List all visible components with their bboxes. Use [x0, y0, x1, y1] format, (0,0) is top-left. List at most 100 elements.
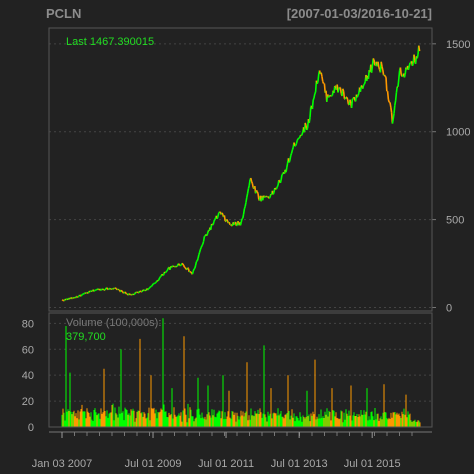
price-segment [117, 288, 120, 291]
price-segment [263, 196, 266, 199]
price-segment [111, 287, 114, 290]
price-segment [382, 69, 385, 76]
price-segment [373, 59, 376, 66]
price-segment [416, 54, 419, 59]
price-segment [301, 131, 304, 136]
price-segment [309, 106, 312, 118]
price-segment [216, 215, 219, 220]
price-segment [196, 258, 199, 262]
price-segment [198, 249, 202, 253]
price-segment [344, 96, 347, 100]
price-panel-frame [48, 27, 433, 312]
price-segment [290, 149, 294, 154]
price-segment [242, 213, 245, 219]
price-segment [300, 134, 303, 137]
price-segment [342, 91, 346, 99]
price-segment [193, 267, 196, 270]
volume-y-tick-label: 80 [22, 318, 34, 330]
price-segment [290, 152, 293, 156]
price-segment [339, 87, 342, 94]
price-segment [386, 91, 390, 100]
price-gridlines [49, 43, 432, 308]
price-segment [408, 62, 411, 67]
price-segment [183, 266, 186, 269]
price-segment [125, 292, 128, 295]
price-segment [77, 295, 80, 298]
price-segment [131, 293, 134, 296]
price-segment [329, 94, 332, 97]
price-segment [124, 291, 127, 294]
price-segment [338, 87, 341, 90]
price-segment [197, 254, 200, 259]
price-segment [399, 67, 402, 75]
price-segment [138, 290, 141, 294]
price-segment [281, 173, 284, 176]
price-segment [155, 280, 158, 283]
price-segment [147, 287, 150, 290]
price-segment [221, 212, 224, 215]
price-segment [390, 106, 393, 113]
price-segment [104, 287, 107, 291]
price-segment [392, 113, 395, 120]
price-segment [394, 92, 398, 101]
volume-y-axis: 0 20 40 60 80 [22, 318, 34, 434]
price-segment [235, 224, 238, 227]
price-segment [286, 162, 289, 168]
price-segment [201, 243, 204, 247]
price-segment [100, 288, 103, 291]
price-segment [99, 289, 102, 292]
x-tick-label: Jul 01 2009 [125, 458, 182, 470]
price-segment [155, 281, 157, 284]
price-segment [73, 296, 76, 299]
price-segment [175, 265, 177, 268]
price-segment [190, 271, 193, 274]
price-segment [228, 221, 231, 226]
price-segment [246, 193, 249, 198]
price-segment [288, 159, 291, 163]
price-segment [306, 127, 309, 131]
price-segment [109, 287, 112, 290]
price-segment [187, 267, 189, 270]
price-y-tick-label: 1000 [446, 127, 470, 139]
price-segment [206, 233, 209, 236]
price-segment [245, 197, 248, 203]
price-segment [384, 75, 387, 78]
price-y-tick-label: 500 [446, 215, 464, 227]
price-segment [380, 61, 383, 67]
price-segment [295, 140, 298, 144]
price-segment [349, 99, 352, 104]
volume-y-tick-label: 60 [22, 344, 34, 356]
price-segment [70, 296, 73, 299]
price-segment [178, 263, 181, 266]
price-segment [244, 202, 247, 207]
price-segment [166, 267, 170, 271]
price-segment [218, 211, 221, 214]
price-series [61, 45, 421, 302]
price-segment [393, 105, 396, 114]
price-segment [362, 83, 366, 86]
price-segment [158, 277, 161, 281]
price-segment [377, 61, 380, 68]
price-segment [121, 290, 124, 293]
price-segment [320, 72, 323, 77]
price-segment [243, 206, 246, 210]
price-segment [122, 291, 125, 294]
price-segment [294, 143, 298, 147]
price-segment [199, 247, 202, 250]
price-segment [389, 102, 392, 108]
price-segment [163, 271, 166, 274]
price-segment [150, 284, 154, 287]
price-segment [322, 81, 325, 84]
price-segment [359, 85, 362, 92]
price-segment [387, 99, 390, 103]
price-segment [151, 283, 154, 286]
price-segment [157, 279, 160, 282]
price-segment [274, 187, 277, 190]
price-segment [182, 263, 185, 266]
price-segment [255, 189, 258, 193]
price-segment [272, 192, 275, 195]
price-segment [327, 96, 330, 98]
price-segment [383, 74, 386, 77]
price-segment [198, 252, 201, 256]
